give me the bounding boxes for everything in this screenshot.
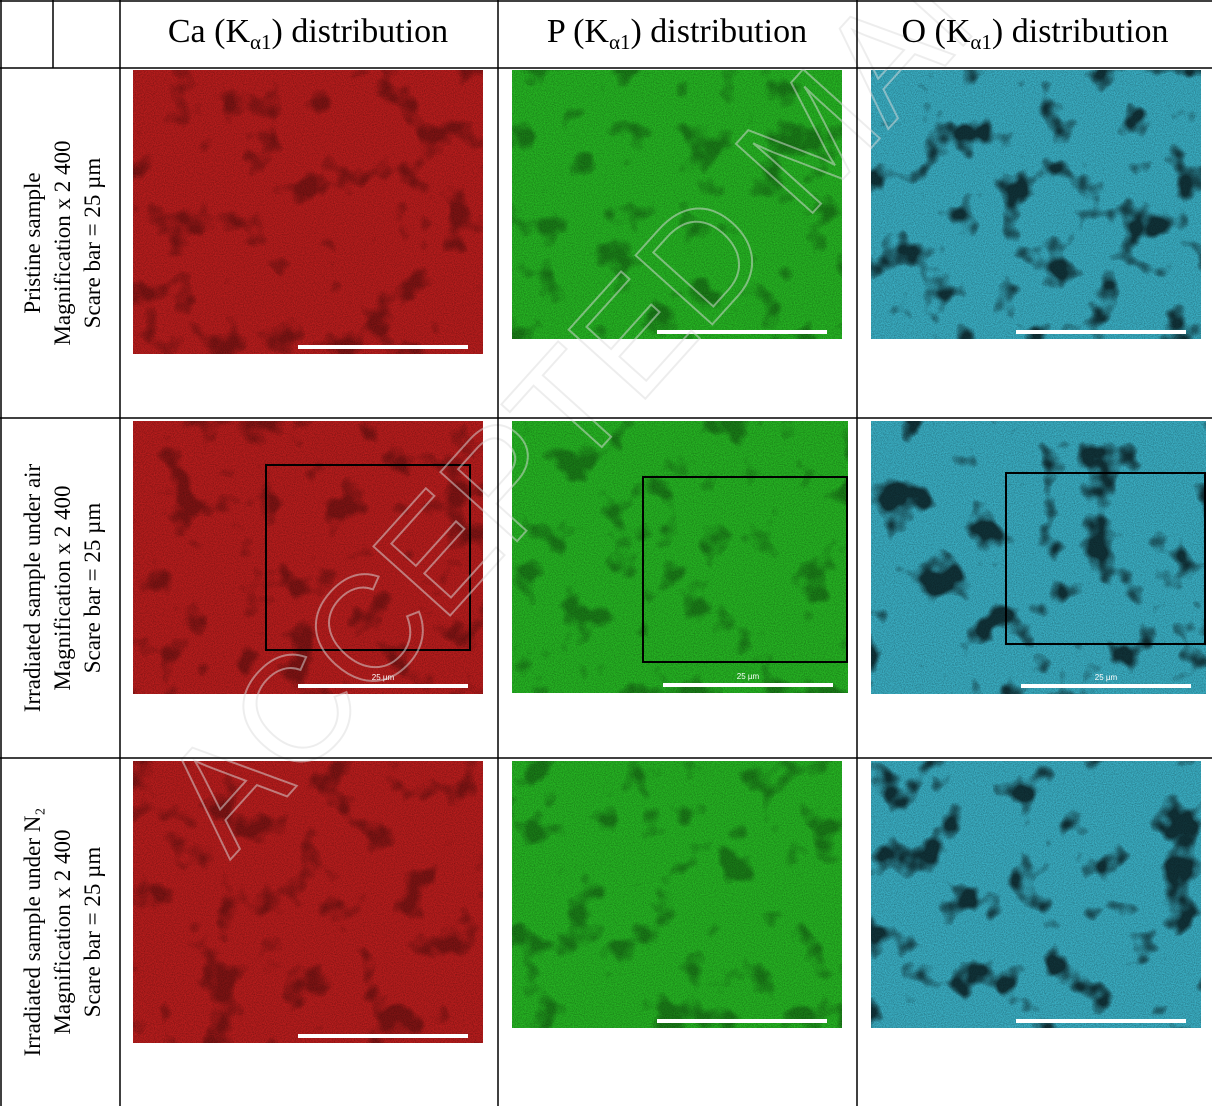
scale-label: 25 µm (737, 672, 760, 681)
column-header: O (Kα1) distribution (901, 13, 1168, 54)
header-suffix: ) distribution (992, 13, 1169, 50)
scale-bar (663, 683, 833, 687)
scale-bar (298, 345, 468, 349)
row-label-line: Magnification x 2 400 (50, 485, 75, 690)
scale-label: 25 µm (1095, 673, 1118, 682)
header-subscript: α1 (970, 30, 992, 54)
row-label-line: Magnification x 2 400 (50, 829, 75, 1034)
row-label-line: Scare bar = 25 µm (80, 503, 105, 674)
header-prefix: Ca (K (168, 13, 251, 50)
row-label-line: Magnification x 2 400 (50, 140, 75, 345)
map-shadows (871, 761, 1201, 1028)
scale-bar (657, 1019, 827, 1023)
map-shadows (133, 70, 483, 354)
header-prefix: O (K (901, 13, 970, 50)
header-suffix: ) distribution (630, 13, 807, 50)
header-prefix: P (K (547, 13, 609, 50)
row-label-line: Irradiated sample under N₂ (20, 808, 45, 1057)
map-shadows (871, 421, 1206, 694)
scale-bar (1021, 684, 1191, 688)
header-subscript: α1 (609, 30, 631, 54)
map-shadows (512, 761, 842, 1028)
scale-bar (298, 1034, 468, 1038)
figure-table: 25 µm25 µm25 µm ACCEPTED MANUSCRIPT Ca (… (0, 0, 1212, 1106)
header-subscript: α1 (250, 30, 272, 54)
scale-bar (1016, 330, 1186, 334)
header-suffix: ) distribution (272, 13, 449, 50)
column-header: P (Kα1) distribution (547, 13, 807, 54)
row-label-line: Scare bar = 25 µm (80, 158, 105, 329)
scale-bar (1016, 1019, 1186, 1023)
column-header: Ca (Kα1) distribution (168, 13, 448, 54)
row-label-line: Pristine sample (20, 172, 45, 313)
row-label-line: Scare bar = 25 µm (80, 847, 105, 1018)
row-label-line: Irradiated sample under air (20, 463, 45, 712)
